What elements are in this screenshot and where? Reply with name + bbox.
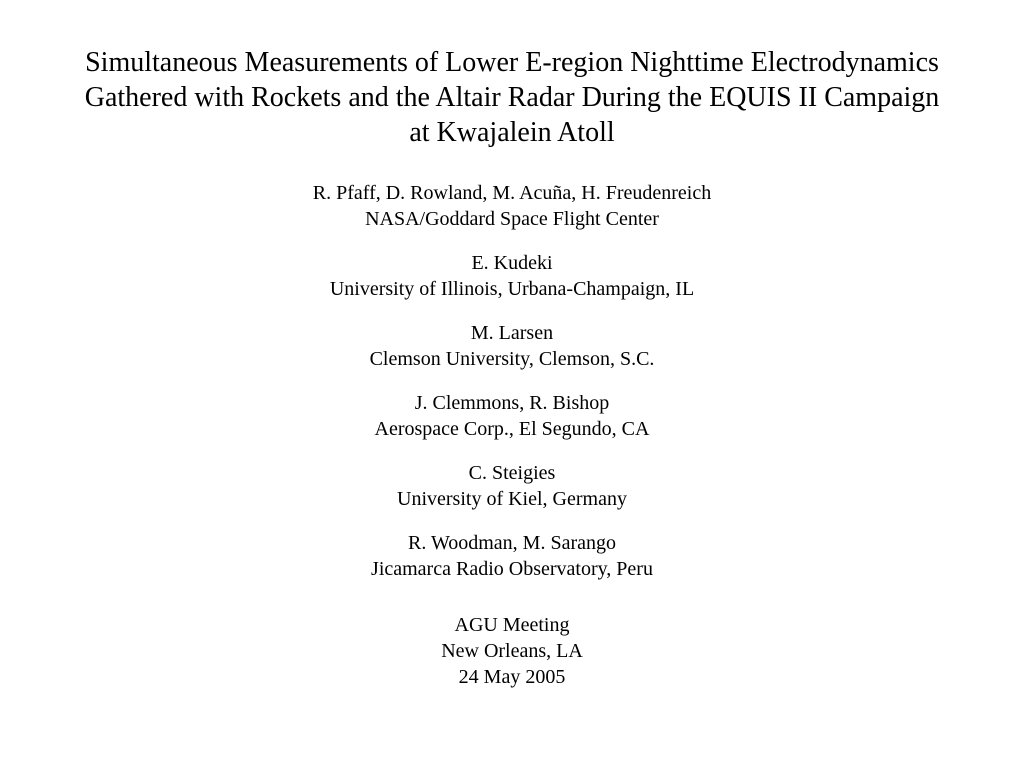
author-block-2: M. Larsen Clemson University, Clemson, S… (60, 320, 964, 372)
author-affiliation: NASA/Goddard Space Flight Center (60, 206, 964, 232)
meeting-date: 24 May 2005 (60, 664, 964, 690)
author-affiliation: Jicamarca Radio Observatory, Peru (60, 556, 964, 582)
author-affiliation: Aerospace Corp., El Segundo, CA (60, 416, 964, 442)
author-affiliation: University of Kiel, Germany (60, 486, 964, 512)
author-names: R. Woodman, M. Sarango (60, 530, 964, 556)
title-slide: Simultaneous Measurements of Lower E-reg… (0, 0, 1024, 768)
meeting-info: AGU Meeting New Orleans, LA 24 May 2005 (60, 612, 964, 690)
author-block-5: R. Woodman, M. Sarango Jicamarca Radio O… (60, 530, 964, 582)
author-names: C. Steigies (60, 460, 964, 486)
meeting-location: New Orleans, LA (60, 638, 964, 664)
author-names: M. Larsen (60, 320, 964, 346)
author-affiliation: Clemson University, Clemson, S.C. (60, 346, 964, 372)
author-block-4: C. Steigies University of Kiel, Germany (60, 460, 964, 512)
author-block-1: E. Kudeki University of Illinois, Urbana… (60, 250, 964, 302)
author-names: R. Pfaff, D. Rowland, M. Acuña, H. Freud… (60, 180, 964, 206)
author-block-3: J. Clemmons, R. Bishop Aerospace Corp., … (60, 390, 964, 442)
author-names: J. Clemmons, R. Bishop (60, 390, 964, 416)
meeting-name: AGU Meeting (60, 612, 964, 638)
author-names: E. Kudeki (60, 250, 964, 276)
author-block-0: R. Pfaff, D. Rowland, M. Acuña, H. Freud… (60, 180, 964, 232)
presentation-title: Simultaneous Measurements of Lower E-reg… (72, 45, 952, 150)
author-affiliation: University of Illinois, Urbana-Champaign… (60, 276, 964, 302)
